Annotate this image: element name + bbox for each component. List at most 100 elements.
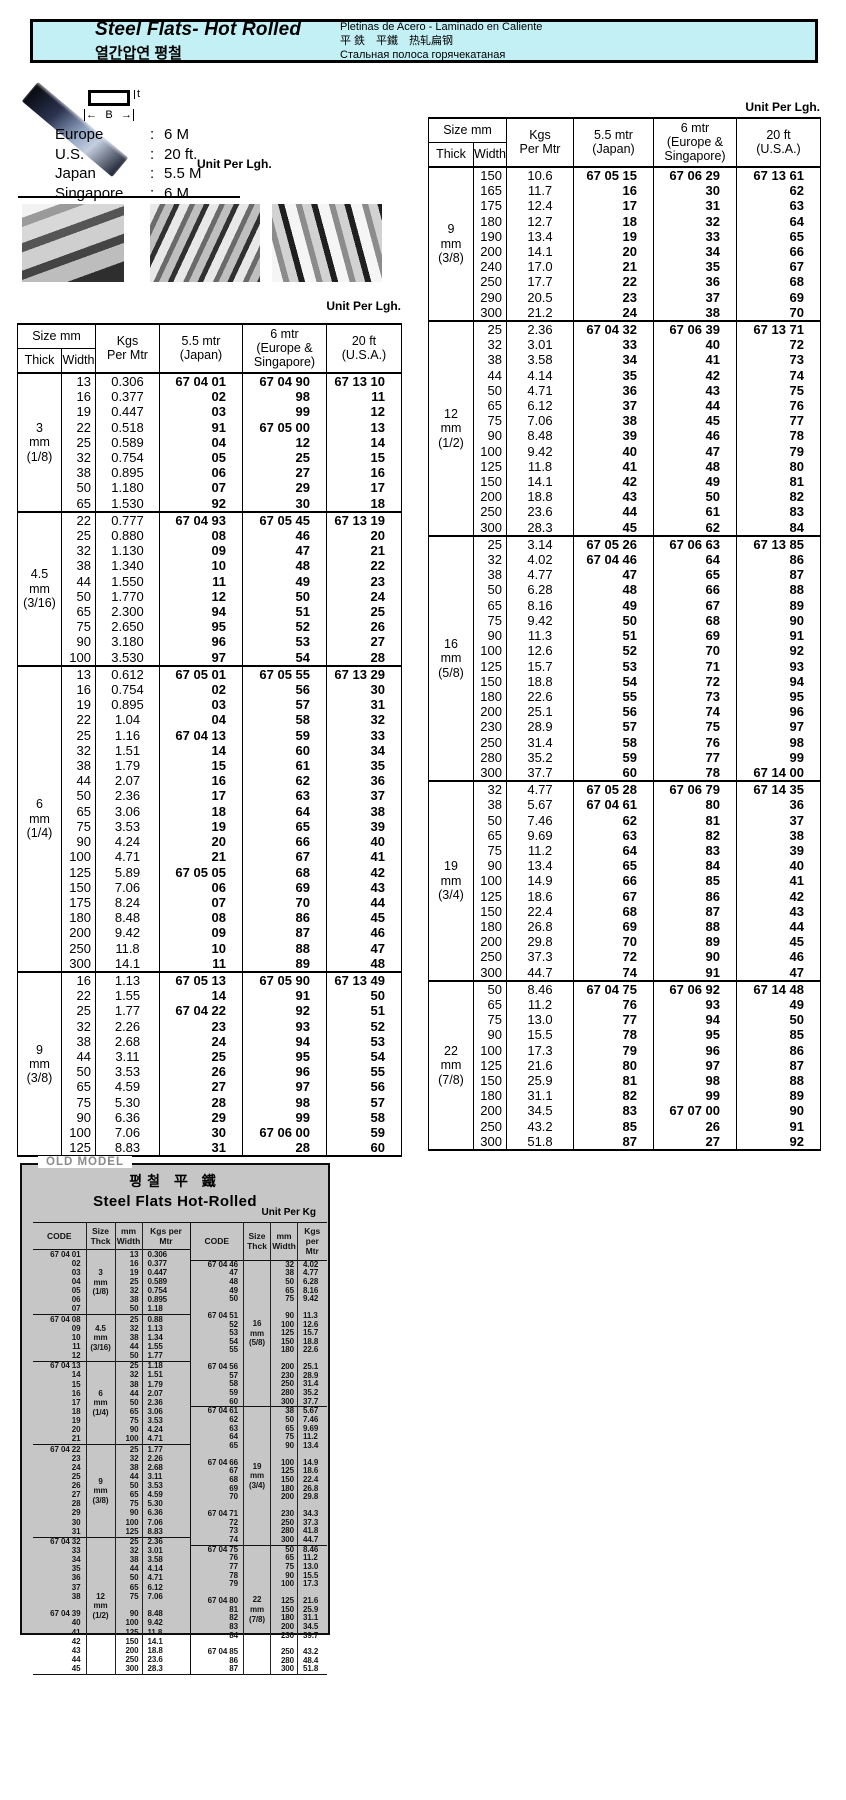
- code-55mtr-cell: 81: [573, 1072, 654, 1089]
- code-6mtr-cell: 30: [653, 183, 737, 199]
- code-55mtr-cell: 08: [159, 528, 243, 544]
- kgs-cell: 14.1: [506, 244, 574, 260]
- table-row: 75 2.650 95 52 26: [18, 619, 402, 635]
- length-row: Singapore:6 M: [55, 184, 202, 204]
- code-20ft-cell: 67 13 61: [736, 167, 821, 184]
- kgs-cell: 0.377: [95, 389, 160, 405]
- table-row: 65 2.300 94 51 25: [18, 604, 402, 620]
- code-6mtr-cell: 53: [242, 634, 327, 650]
- length-row: Japan:5.5 M: [55, 164, 202, 184]
- code-55mtr-cell: 35: [573, 367, 654, 383]
- width-cell: 44: [115, 1564, 143, 1575]
- code-20ft-cell: 28: [326, 649, 402, 666]
- code-20ft-cell: 88: [736, 582, 821, 598]
- length-value: 5.5 M: [164, 165, 202, 182]
- table-row: 290 20.5 23 37 69: [429, 289, 821, 305]
- width-cell: 150: [473, 167, 507, 184]
- table-row: 125 5.89 67 05 05 68 42: [18, 864, 402, 880]
- code-6mtr-cell: 93: [242, 1018, 327, 1034]
- code-55mtr-cell: 10: [159, 558, 243, 574]
- table-row: 150 18.8 54 72 94: [429, 673, 821, 689]
- table-row: 50 1.770 12 50 24: [18, 588, 402, 605]
- code-20ft-cell: 54: [326, 1048, 402, 1065]
- width-cell: 250: [473, 274, 507, 290]
- table-row: 38 4.77 47 65 87: [429, 567, 821, 583]
- kgs-cell: 12.4: [506, 198, 574, 214]
- table-row: 86 280 48.4: [190, 1656, 327, 1666]
- width-cell: 32: [115, 1371, 143, 1381]
- code-20ft-cell: 55: [326, 1064, 402, 1080]
- kgs-cell: 25.9: [506, 1072, 574, 1089]
- width-cell: 65: [61, 803, 96, 819]
- width-cell: 25: [473, 321, 507, 338]
- code-55mtr-cell: 40: [573, 443, 654, 459]
- old-model-box: OLD MODEL 평철 平 鐵 Steel Flats Hot-Rolled …: [20, 1156, 330, 1676]
- width-cell: 300: [61, 955, 96, 972]
- code-55mtr-cell: 97: [159, 649, 243, 666]
- table-row: 72 250 37.3: [190, 1518, 327, 1528]
- kgs-cell: 39.7: [303, 1630, 319, 1640]
- code-55mtr-cell: 14: [159, 988, 243, 1004]
- kgs-cell: 3.11: [95, 1048, 160, 1065]
- code-55mtr-cell: 19: [159, 818, 243, 835]
- code-20ft-cell: 42: [326, 864, 402, 880]
- width-cell: 190: [473, 228, 507, 245]
- width-cell: 150: [115, 1637, 143, 1647]
- width-cell: 100: [270, 1580, 298, 1589]
- code-cell: 50: [190, 1295, 244, 1304]
- kgs-cell: 0.754: [95, 450, 160, 466]
- thickness-label: 16 mm (5/8): [428, 535, 474, 782]
- code-6mtr-cell: 67: [653, 597, 737, 613]
- table-row: 27 65 4.59: [33, 1490, 190, 1501]
- code-6mtr-cell: 98: [653, 1072, 737, 1089]
- code-55mtr-cell: 23: [573, 289, 654, 305]
- code-20ft-cell: 80: [736, 458, 821, 475]
- code-55mtr-cell: 05: [159, 450, 243, 466]
- kgs-cell: 0.612: [95, 665, 160, 683]
- width-cell: 90: [473, 1027, 507, 1043]
- table-row: 150 7.06 06 69 43: [18, 879, 402, 895]
- code-20ft-cell: 67 13 29: [326, 665, 402, 683]
- table-row: 25 1.77 67 04 22 92 51: [18, 1003, 402, 1019]
- table-row: 3 mm (1/8) 13 0.306 67 04 01 67 04 90 67 13 1…: [17, 373, 402, 512]
- code-6mtr-cell: 46: [242, 528, 327, 544]
- kgs-cell: 31.4: [506, 734, 574, 750]
- col-header-size: Size Thck: [86, 1222, 116, 1250]
- width-cell: 65: [61, 604, 96, 620]
- kgs-cell: 8.83: [147, 1526, 163, 1536]
- kgs-cell: 11.7: [506, 183, 574, 199]
- code-cell: 43: [33, 1646, 87, 1656]
- kgs-cell: 11.2: [506, 842, 574, 859]
- width-cell: 150: [473, 1072, 507, 1089]
- table-row: 32 1.51 14 60 34: [18, 742, 402, 759]
- code-6mtr-cell: 92: [242, 1003, 327, 1019]
- spacer-cell: [190, 1501, 244, 1510]
- code-6mtr-cell: 67 05 00: [242, 419, 327, 435]
- table-row: 100 3.530 97 54 28: [18, 649, 402, 666]
- kgs-cell: 13.0: [303, 1561, 319, 1571]
- code-20ft-cell: 14: [326, 434, 402, 451]
- kgs-cell: 21.6: [506, 1057, 574, 1073]
- kgs-cell: 20.5: [506, 289, 574, 305]
- code-cell: 06: [33, 1295, 87, 1306]
- table-row: 41 125 11.8: [33, 1628, 190, 1638]
- code-cell: 19: [33, 1416, 87, 1426]
- table-row: 29 90 6.36: [33, 1509, 190, 1519]
- thickness-label: 4.5 mm (3/16): [17, 511, 62, 666]
- size-group: 67 04 46 16 mm (5/8) 32 4.02 47 38 4.77 48 50 6.2…: [190, 1260, 327, 1407]
- table-row: 300 51.8 87 27 92: [429, 1133, 821, 1150]
- code-6mtr-cell: 65: [242, 818, 327, 835]
- code-6mtr-cell: 73: [653, 688, 737, 705]
- kgs-cell: 12.6: [506, 643, 574, 659]
- table-header: Size mm Kgs Per Mtr 5.5 mtr (Japan) 6 mt…: [428, 118, 821, 167]
- width-cell: 280: [270, 1656, 298, 1666]
- kgs-cell: 25.1: [506, 704, 574, 720]
- width-cell: 300: [270, 1397, 298, 1407]
- table-row: 125 15.7 53 71 93: [429, 658, 821, 674]
- code-6mtr-cell: 47: [242, 543, 327, 559]
- code-55mtr-cell: 06: [159, 465, 243, 481]
- code-6mtr-cell: 69: [242, 879, 327, 895]
- kgs-cell: 35.2: [303, 1388, 319, 1398]
- table-row: 90 6.36 29 99 58: [18, 1109, 402, 1125]
- width-cell: 16: [61, 971, 96, 989]
